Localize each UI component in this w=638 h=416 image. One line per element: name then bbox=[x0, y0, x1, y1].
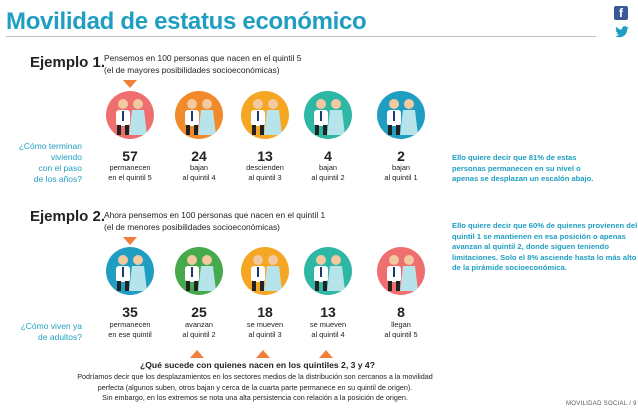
ex2-caption: se mueven al quintil 3 bbox=[233, 320, 297, 340]
ex1-caption-line1: permanecen bbox=[109, 163, 151, 172]
example2-desc: Ahora pensemos en 100 personas que nacen… bbox=[104, 209, 325, 233]
ex1-number: 2 bbox=[397, 148, 405, 164]
note2-line3: avanzan al quintil 2, donde siguen tenie… bbox=[452, 242, 609, 251]
ex2-caption-line1: avanzan bbox=[185, 320, 213, 329]
ex1-caption-line1: descienden bbox=[246, 163, 284, 172]
ex1-caption-line1: bajan bbox=[189, 163, 209, 172]
note1-line1: Ello quiere decir que 81% de estas bbox=[452, 153, 577, 162]
people-icon bbox=[106, 247, 154, 295]
ex1-number: 4 bbox=[324, 148, 332, 164]
ex2-caption-line2: en ese quintil bbox=[108, 330, 152, 339]
section3-line3: Sin embargo, en los extremos se nota una… bbox=[102, 393, 408, 402]
ex1-caption-line2: al quintil 4 bbox=[182, 173, 216, 182]
title-divider bbox=[6, 36, 596, 37]
people-icon bbox=[377, 91, 425, 139]
ex2-caption: llegan al quintil 5 bbox=[369, 320, 433, 340]
people-icon bbox=[241, 91, 289, 139]
example2-question: ¿Cómo viven ya de adultos? bbox=[4, 321, 82, 343]
example2-label: Ejemplo 2. bbox=[30, 208, 106, 225]
ex2-caption-line2: al quintil 2 bbox=[182, 330, 216, 339]
ex2-number: 25 bbox=[191, 304, 207, 320]
section3-question: ¿Qué sucede con quienes nacen en los qui… bbox=[140, 360, 375, 370]
ex1-caption: descienden al quintil 3 bbox=[233, 163, 297, 183]
origin-marker bbox=[123, 80, 137, 88]
example2-desc-line2: (el de menores posibilidades socioeconóm… bbox=[104, 222, 280, 232]
social-links: f bbox=[614, 6, 634, 43]
ex1-number: 57 bbox=[122, 148, 138, 164]
origin-marker bbox=[123, 237, 137, 245]
people-icon bbox=[106, 91, 154, 139]
ex2-caption: se mueven al quintil 4 bbox=[296, 320, 360, 340]
note1-line2: personas permanecen en su nivel o bbox=[452, 163, 581, 173]
ex1-caption: bajan al quintil 1 bbox=[369, 163, 433, 183]
example1-note: Ello quiere decir que 81% de estas perso… bbox=[452, 153, 593, 185]
q1-line2: viviendo bbox=[50, 152, 82, 162]
ex2-number: 18 bbox=[257, 304, 273, 320]
ex2-caption: permanecen en ese quintil bbox=[98, 320, 162, 340]
example1-desc-line1: Pensemos en 100 personas que nacen en el… bbox=[104, 53, 302, 63]
ex2-caption: avanzan al quintil 2 bbox=[167, 320, 231, 340]
ex2-caption-line2: al quintil 4 bbox=[311, 330, 345, 339]
facebook-icon[interactable]: f bbox=[614, 6, 628, 20]
people-icon bbox=[304, 91, 352, 139]
ex2-caption-line1: se mueven bbox=[309, 320, 347, 329]
section3-text: Podríamos decir que los desplazamientos … bbox=[70, 372, 440, 404]
ex2-caption-line1: llegan bbox=[391, 320, 411, 329]
ex1-caption: bajan al quintil 2 bbox=[296, 163, 360, 183]
quintile-marker bbox=[190, 350, 204, 358]
ex1-caption: permanecen en el quintil 5 bbox=[98, 163, 162, 183]
ex2-caption-line2: al quintil 5 bbox=[384, 330, 418, 339]
note2-line1: Ello quiere decir que 60% de quienes pro… bbox=[452, 221, 638, 230]
section3-line2: perfecta (algunos suben, otros bajan y c… bbox=[97, 382, 413, 392]
quintile-marker bbox=[256, 350, 270, 358]
ex1-caption-line2: al quintil 3 bbox=[248, 173, 282, 182]
page-title: Movilidad de estatus económico bbox=[6, 8, 367, 35]
page-footer: MOVILIDAD SOCIAL / 9 bbox=[566, 401, 637, 407]
people-icon bbox=[377, 247, 425, 295]
ex2-number: 13 bbox=[320, 304, 336, 320]
example1-desc: Pensemos en 100 personas que nacen en el… bbox=[104, 52, 301, 76]
q1-line3: con el paso bbox=[38, 163, 82, 173]
ex2-number: 35 bbox=[122, 304, 138, 320]
ex1-caption-line2: en el quintil 5 bbox=[108, 173, 152, 182]
ex1-caption-line1: bajan bbox=[391, 163, 411, 172]
ex2-number: 8 bbox=[397, 304, 405, 320]
q1-line4: de los años? bbox=[33, 174, 82, 184]
example1-desc-line2: (el de mayores posibilidades socioeconóm… bbox=[104, 65, 280, 75]
ex1-caption-line2: al quintil 2 bbox=[311, 173, 345, 182]
ex1-caption: bajan al quintil 4 bbox=[167, 163, 231, 183]
q1-line1: ¿Cómo terminan bbox=[18, 141, 82, 151]
ex1-caption-line2: al quintil 1 bbox=[384, 173, 418, 182]
people-icon bbox=[175, 247, 223, 295]
ex1-caption-line1: bajan bbox=[318, 163, 338, 172]
people-icon bbox=[241, 247, 289, 295]
example2-note: Ello quiere decir que 60% de quienes pro… bbox=[452, 221, 637, 274]
ex2-caption-line1: permanecen bbox=[109, 320, 151, 329]
section3-line1: Podríamos decir que los desplazamientos … bbox=[77, 372, 433, 381]
note2-line4: limitaciones. Solo el 8% asciende hasta … bbox=[452, 252, 637, 262]
example1-label: Ejemplo 1. bbox=[30, 54, 106, 71]
ex1-number: 24 bbox=[191, 148, 207, 164]
quintile-marker bbox=[319, 350, 333, 358]
q2-line2: de adultos? bbox=[38, 332, 82, 342]
q2-line1: ¿Cómo viven ya bbox=[20, 321, 82, 331]
people-icon bbox=[304, 247, 352, 295]
people-icon bbox=[175, 91, 223, 139]
ex1-number: 13 bbox=[257, 148, 273, 164]
note1-line3: apenas se desplazan un escalón abajo. bbox=[452, 174, 594, 183]
note2-line2: quintil 1 se mantienen en esa posición o… bbox=[452, 231, 626, 241]
twitter-icon[interactable] bbox=[614, 26, 630, 38]
note2-line5: de la pirámide socioeconómica. bbox=[452, 263, 567, 272]
ex2-caption-line1: se mueven bbox=[246, 320, 284, 329]
ex2-caption-line2: al quintil 3 bbox=[248, 330, 282, 339]
example2-desc-line1: Ahora pensemos en 100 personas que nacen… bbox=[104, 210, 326, 220]
example1-question: ¿Cómo terminan viviendo con el paso de l… bbox=[4, 141, 82, 185]
